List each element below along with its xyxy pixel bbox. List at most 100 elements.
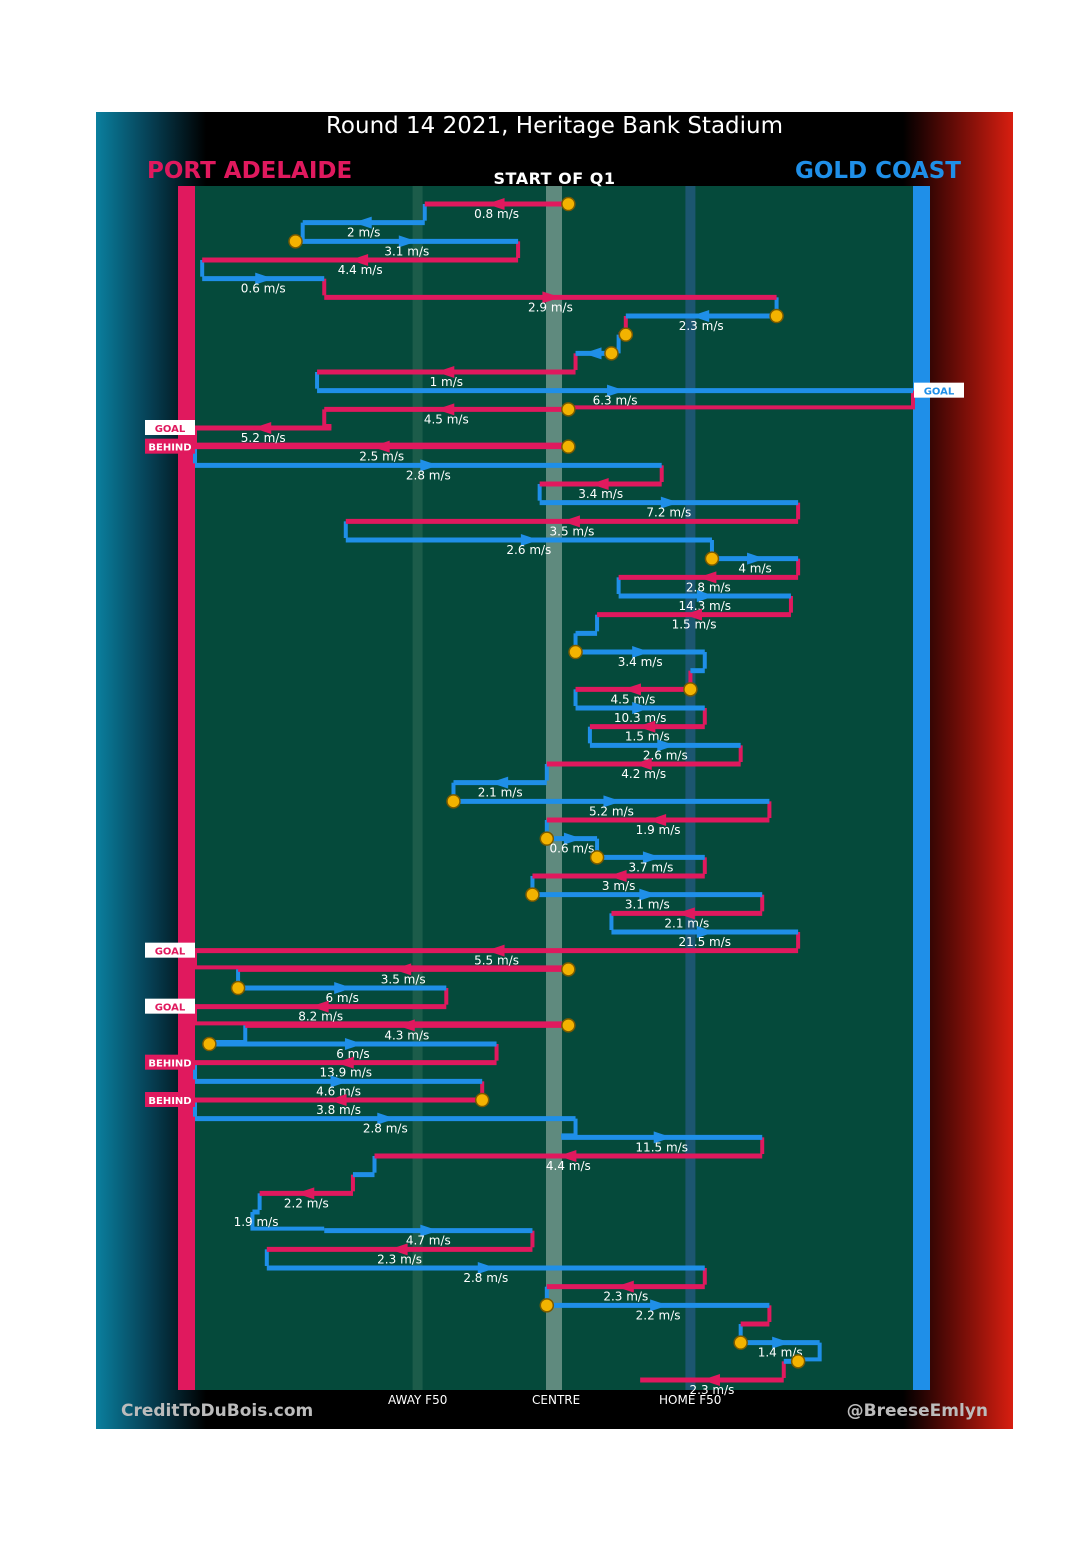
chain-direction-arrow — [657, 739, 676, 752]
speed-label: 5.2 m/s — [241, 431, 286, 445]
chain-chart: 0.8 m/s2 m/s3.1 m/s4.4 m/s0.6 m/s2.9 m/s… — [145, 186, 964, 1397]
score-badge — [145, 942, 195, 958]
speed-label: 0.6 m/s — [550, 842, 595, 856]
chain-direction-arrow — [608, 870, 627, 882]
score-badge — [145, 1092, 195, 1107]
stoppage-marker — [525, 887, 540, 902]
away-f50-band — [412, 186, 423, 1390]
score-badge-label: BEHIND — [148, 443, 191, 454]
chain-direction-arrow — [590, 478, 609, 490]
chain-direction-arrow — [398, 235, 417, 248]
speed-label: 2.6 m/s — [506, 543, 551, 557]
speed-label: 2.5 m/s — [359, 450, 404, 464]
speed-label: 13.9 m/s — [320, 1066, 373, 1080]
speed-label: 3.4 m/s — [618, 655, 663, 669]
speed-label: 2.8 m/s — [463, 1271, 508, 1285]
stoppage-marker — [589, 850, 605, 865]
speed-label: 4.7 m/s — [406, 1234, 451, 1248]
stoppage-marker — [790, 1354, 806, 1369]
chain-direction-arrow — [650, 1299, 669, 1312]
score-badge-label: GOAL — [924, 387, 955, 398]
stoppage-marker — [733, 1335, 748, 1350]
speed-label: 3.7 m/s — [628, 860, 673, 874]
speed-label: 3 m/s — [602, 879, 635, 893]
footer-handle: @BreeseEmlyn — [846, 1401, 988, 1421]
speed-label: 21.5 m/s — [679, 935, 732, 949]
stoppage-marker — [618, 327, 634, 342]
chain-direction-arrow — [698, 571, 717, 584]
stoppage-marker — [230, 980, 246, 996]
chain-direction-arrow — [396, 1019, 415, 1032]
speed-label: 2.8 m/s — [363, 1122, 408, 1136]
chain-direction-arrow — [583, 347, 602, 360]
speed-label: 4.4 m/s — [338, 263, 383, 277]
chain-direction-arrow — [436, 366, 455, 378]
chain-direction-arrow — [353, 216, 372, 229]
score-badge — [914, 382, 964, 398]
score-badge-label: BEHIND — [148, 1096, 191, 1107]
speed-label: 4.2 m/s — [621, 767, 666, 781]
speed-label: 10.3 m/s — [614, 711, 667, 725]
speed-label: 2 m/s — [347, 226, 380, 240]
chain-direction-arrow — [696, 590, 715, 602]
stoppage-marker — [568, 644, 583, 660]
score-badge-label: BEHIND — [148, 1059, 191, 1070]
chain-direction-arrow — [328, 1094, 347, 1106]
chain-direction-arrow — [310, 1000, 329, 1013]
gc-goal-bar — [913, 186, 930, 1390]
speed-label: 2.8 m/s — [406, 468, 451, 482]
speed-label: 1.5 m/s — [672, 618, 717, 632]
speed-label: 7.2 m/s — [646, 506, 691, 520]
stoppage-marker — [561, 402, 576, 417]
chain-direction-arrow — [255, 272, 274, 285]
chain-direction-arrow — [607, 384, 626, 397]
speed-label: 4 m/s — [738, 562, 771, 576]
stoppage-marker — [604, 346, 619, 361]
chain-direction-arrow — [420, 459, 439, 472]
chain-direction-arrow — [648, 814, 667, 826]
chain-direction-arrow — [344, 1038, 363, 1050]
zone-label-away-f50: AWAY F50 — [388, 1393, 448, 1407]
chain-direction-arrow — [253, 422, 272, 434]
speed-label: 3.4 m/s — [578, 487, 623, 501]
chain-direction-arrow — [701, 1374, 720, 1386]
score-badge-label: GOAL — [155, 1003, 186, 1014]
chain-direction-arrow — [632, 646, 651, 658]
speed-label: 2.2 m/s — [284, 1196, 329, 1210]
chain-direction-arrow — [486, 198, 505, 210]
port-goal-bar — [178, 186, 195, 1390]
chain-direction-arrow — [490, 776, 509, 789]
speed-label: 2.3 m/s — [690, 1383, 735, 1397]
chain-direction-arrow — [637, 720, 656, 733]
speed-label: 4.5 m/s — [611, 692, 656, 706]
speed-label: 2.2 m/s — [636, 1308, 681, 1322]
stoppage-marker — [683, 682, 698, 697]
speed-label: 2.6 m/s — [643, 748, 688, 762]
speed-label: 1.9 m/s — [636, 823, 681, 837]
chain-direction-arrow — [542, 291, 561, 304]
stoppage-marker — [561, 962, 576, 977]
chain-direction-arrow — [520, 534, 539, 546]
chain-direction-arrow — [561, 515, 580, 528]
stoppage-marker — [202, 1036, 217, 1052]
speed-label: 2.1 m/s — [478, 786, 523, 800]
chain-direction-arrow — [377, 1112, 396, 1125]
chain-direction-arrow — [633, 758, 652, 770]
speed-label: 11.5 m/s — [635, 1140, 688, 1154]
chain-direction-arrow — [632, 702, 651, 714]
chain-direction-arrow — [393, 963, 412, 976]
chain-direction-arrow — [696, 926, 715, 938]
chain-direction-arrow — [772, 1336, 791, 1349]
stoppage-marker — [769, 308, 784, 324]
score-badge — [145, 1054, 195, 1070]
chain-direction-arrow — [436, 403, 455, 416]
chain-direction-arrow — [684, 608, 703, 621]
score-badge-label: GOAL — [155, 424, 186, 435]
speed-label: 2.9 m/s — [528, 300, 573, 314]
speed-label: 2.3 m/s — [679, 319, 724, 333]
chain-direction-arrow — [420, 1224, 439, 1237]
speed-label: 5.5 m/s — [474, 954, 519, 968]
chain-direction-arrow — [747, 552, 766, 565]
speed-label: 1.9 m/s — [234, 1215, 279, 1229]
chain-direction-arrow — [296, 1187, 315, 1200]
